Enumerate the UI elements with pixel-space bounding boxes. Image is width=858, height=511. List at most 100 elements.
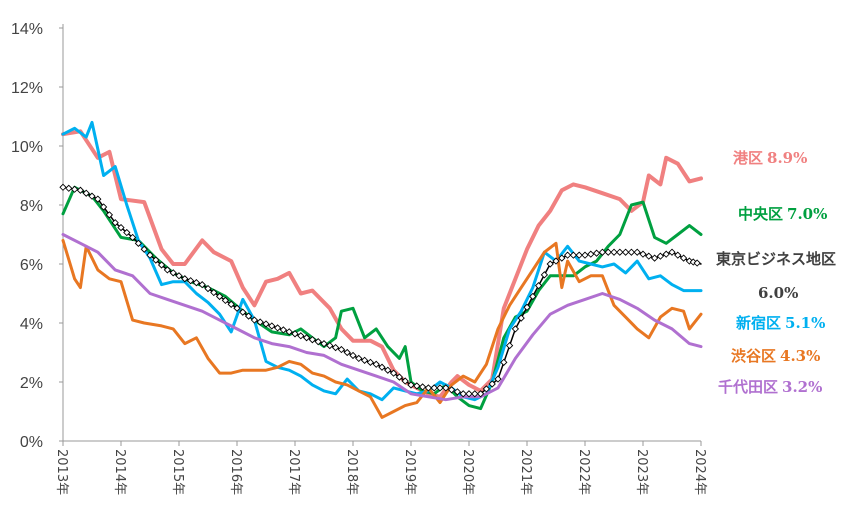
series-marker (645, 252, 653, 260)
series-marker (610, 248, 618, 256)
series-marker (204, 284, 212, 293)
series-marker (679, 254, 688, 262)
series-marker (105, 211, 114, 219)
series-marker (233, 304, 241, 312)
series-marker (465, 390, 473, 398)
series-marker (215, 292, 224, 301)
series-label: 千代田区 3.2% (718, 378, 822, 396)
y-tick-label: 2% (20, 375, 43, 392)
series-marker (494, 375, 502, 383)
series-marker (134, 239, 143, 247)
series-marker (163, 266, 172, 274)
x-tick-label: 2013年 (54, 449, 69, 495)
x-tick-label: 2023年 (634, 449, 649, 495)
series-marker (326, 341, 334, 350)
x-tick-label: 2016年 (228, 449, 243, 495)
series-marker (331, 343, 340, 352)
series-marker (587, 250, 595, 258)
series-marker (273, 324, 282, 332)
series-marker (558, 254, 566, 262)
series-marker (337, 345, 346, 354)
series-marker (76, 186, 85, 194)
series-marker (581, 251, 589, 259)
series-marker (65, 184, 73, 192)
series-marker (366, 358, 375, 366)
series-marker (372, 360, 380, 368)
series-marker (575, 251, 583, 259)
plot-area (59, 120, 703, 419)
series-marker (140, 245, 148, 253)
series-marker (476, 390, 485, 398)
x-tick-label: 2022年 (576, 449, 591, 495)
series-marker (598, 248, 607, 256)
series-marker (389, 369, 398, 377)
series-marker (198, 281, 206, 289)
series-marker (297, 332, 305, 340)
series-marker (592, 249, 601, 257)
series-label: 新宿区 5.1% (736, 314, 825, 332)
series-marker (413, 382, 421, 390)
series-marker (99, 203, 108, 211)
series-marker (384, 366, 392, 374)
x-tick-label: 2018年 (344, 449, 359, 495)
series-marker (314, 338, 322, 346)
series-marker (511, 325, 520, 333)
series-marker (616, 248, 624, 256)
series-marker (482, 385, 491, 393)
series-marker (256, 318, 264, 326)
series-marker (157, 261, 166, 269)
y-tick-label: 6% (20, 257, 43, 274)
x-tick-label: 2019年 (402, 449, 417, 495)
series-marker (436, 384, 444, 392)
series-marker (152, 256, 160, 264)
series-marker (621, 248, 630, 256)
series-marker (442, 384, 450, 392)
series-marker (407, 381, 415, 389)
series-marker (227, 300, 235, 308)
series-marker (128, 233, 137, 242)
series-label-value: 6.0% (758, 284, 798, 302)
series-marker (117, 223, 125, 232)
series-marker (262, 320, 270, 328)
series-marker (662, 250, 670, 258)
series-marker (221, 296, 230, 305)
series-marker (418, 383, 427, 391)
x-tick-label: 2024年 (692, 449, 707, 495)
series-label: 港区 8.9% (733, 149, 807, 167)
series-marker (529, 292, 537, 301)
series-marker (505, 341, 514, 350)
series-marker (639, 250, 647, 258)
series-marker (192, 279, 201, 287)
y-tick-label: 14% (11, 21, 43, 38)
y-tick-label: 10% (11, 139, 43, 156)
series-marker (285, 328, 293, 336)
series-marker (94, 195, 102, 203)
series-marker (360, 356, 369, 365)
series-marker (627, 248, 636, 256)
series-marker (279, 326, 288, 334)
x-tick-label: 2017年 (286, 449, 301, 495)
series-marker (453, 388, 462, 396)
series-label-name: 東京ビジネス地区 (716, 250, 836, 268)
series-marker (239, 308, 247, 316)
series-marker (210, 288, 218, 297)
x-tick-label: 2020年 (460, 449, 475, 495)
series-marker (563, 251, 572, 259)
series-marker (395, 373, 404, 381)
y-tick-label: 8% (20, 198, 43, 215)
series-marker (378, 363, 386, 371)
series-marker (650, 254, 659, 262)
series-label: 渋谷区 4.3% (731, 347, 820, 365)
series-marker (546, 260, 554, 268)
axes: 0% 2% 4% 6% 8% 10% 12% 14% 2013年 2014年 2015年 2016年 2… (11, 21, 707, 495)
series-line-5 (61, 233, 703, 402)
series-marker (459, 390, 467, 398)
series-marker (123, 228, 131, 237)
x-tick-label: 2021年 (518, 449, 533, 495)
x-tick-label: 2014年 (112, 449, 127, 495)
series-marker (693, 259, 701, 267)
series-marker (569, 251, 578, 259)
series-marker (540, 271, 549, 279)
series-marker (70, 185, 79, 193)
